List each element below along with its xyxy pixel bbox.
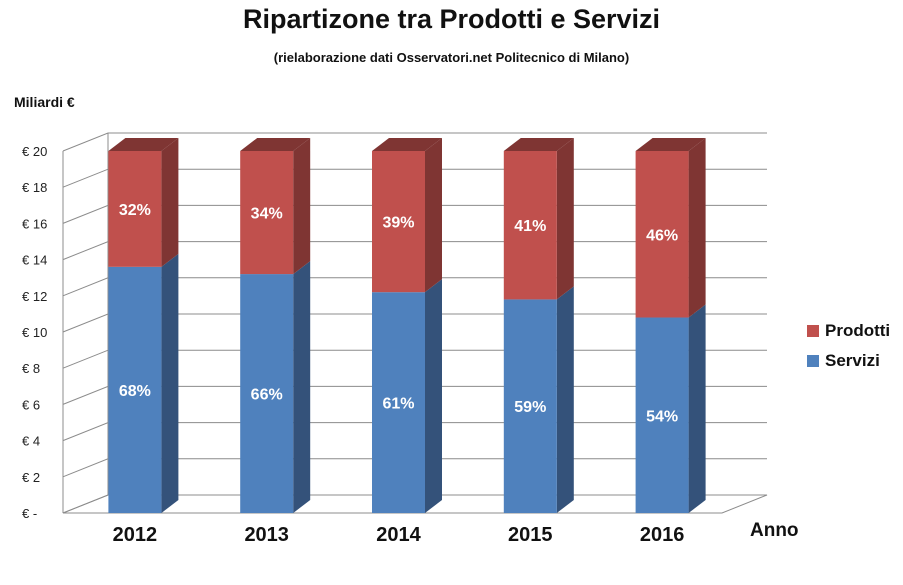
bar-top-prodotti — [635, 138, 706, 151]
bar-top-prodotti — [240, 138, 311, 151]
bar-prodotti — [108, 151, 162, 267]
data-label-servizi: 66% — [251, 387, 283, 404]
bar-servizi — [503, 299, 557, 513]
chart-subtitle: (rielaborazione dati Osservatori.net Pol… — [273, 50, 630, 65]
x-tick-label: 2013 — [244, 524, 289, 546]
bar-prodotti — [240, 151, 294, 275]
data-label-prodotti: 32% — [119, 202, 151, 219]
x-tick-label: 2016 — [640, 524, 685, 546]
x-tick-label: 2015 — [508, 524, 553, 546]
bar-servizi — [108, 266, 162, 513]
data-label-servizi: 54% — [646, 408, 678, 425]
data-label-servizi: 61% — [382, 396, 414, 413]
bar-servizi — [372, 292, 425, 513]
bar-side-prodotti — [556, 138, 574, 300]
bar-prodotti — [372, 151, 425, 293]
legend-label-prodotti: Prodotti — [825, 321, 891, 340]
y-tick-label: € 6 — [22, 397, 40, 412]
legend: Prodotti Servizi — [807, 316, 890, 376]
bar-side-prodotti — [293, 138, 311, 275]
y-tick-label: € 14 — [22, 253, 47, 268]
bar-side-servizi — [556, 286, 574, 513]
y-tick-label: € 16 — [22, 216, 47, 231]
legend-swatch-servizi — [807, 355, 819, 367]
bar-servizi — [635, 317, 689, 513]
floor — [62, 494, 768, 514]
bar-top-prodotti — [503, 138, 574, 151]
bar-prodotti — [503, 151, 557, 300]
y-tick-label: € 2 — [22, 470, 40, 485]
legend-swatch-prodotti — [807, 325, 819, 337]
bar-top-prodotti — [108, 138, 179, 151]
bar-side-servizi — [688, 304, 706, 513]
legend-item-prodotti: Prodotti — [807, 316, 890, 346]
data-label-prodotti: 39% — [382, 215, 414, 232]
y-tick-label: € 4 — [22, 434, 40, 449]
bar-servizi — [240, 274, 294, 513]
y-tick-label: € 20 — [22, 144, 47, 159]
data-label-servizi: 68% — [119, 383, 151, 400]
bar-side-servizi — [161, 253, 179, 513]
y-tick-label: € 18 — [22, 180, 47, 195]
bar-top-prodotti — [372, 138, 442, 151]
bar-side-prodotti — [161, 138, 179, 267]
bar-side-prodotti — [688, 138, 706, 318]
bar-side-servizi — [293, 261, 311, 513]
data-label-prodotti: 46% — [646, 227, 678, 244]
bar-side-prodotti — [425, 138, 442, 293]
x-axis-label: Anno — [750, 520, 799, 541]
x-tick-label: 2012 — [113, 524, 158, 546]
y-axis-label: Miliardi € — [14, 94, 75, 110]
y-tick-label: € 10 — [22, 325, 47, 340]
bar-side-servizi — [425, 279, 442, 513]
bar-prodotti — [635, 151, 689, 318]
data-label-servizi: 59% — [514, 399, 546, 416]
x-tick-label: 2014 — [376, 524, 421, 546]
data-label-prodotti: 41% — [514, 218, 546, 235]
y-tick-label: € 12 — [22, 289, 47, 304]
y-tick-label: € - — [22, 506, 37, 521]
legend-item-servizi: Servizi — [807, 346, 890, 376]
data-label-prodotti: 34% — [251, 206, 283, 223]
legend-label-servizi: Servizi — [825, 351, 880, 370]
y-tick-label: € 8 — [22, 361, 40, 376]
chart-title: Ripartizone tra Prodotti e Servizi — [242, 4, 661, 34]
